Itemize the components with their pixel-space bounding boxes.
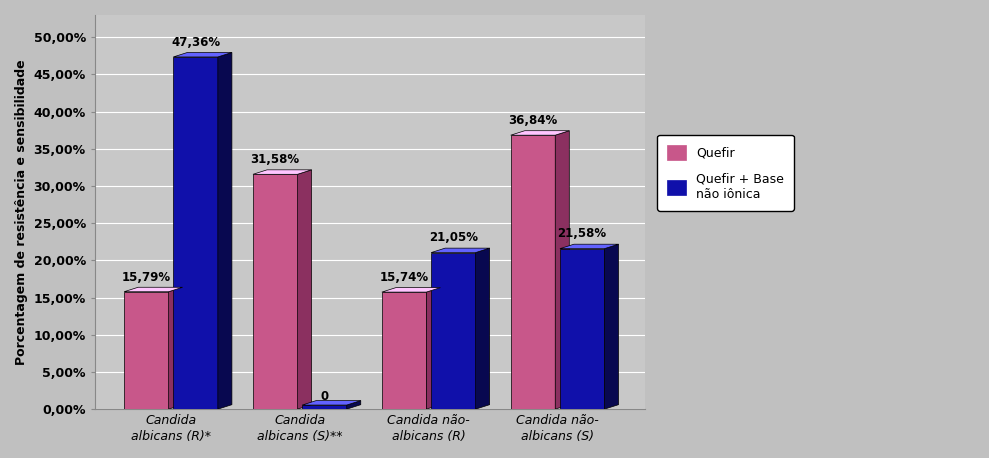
Polygon shape — [169, 287, 183, 409]
Legend: Quefir, Quefir + Base
não iônica: Quefir, Quefir + Base não iônica — [658, 135, 794, 211]
Bar — [382, 292, 426, 409]
Polygon shape — [218, 53, 231, 409]
Text: 0: 0 — [320, 390, 328, 403]
Text: 15,74%: 15,74% — [380, 271, 428, 284]
Polygon shape — [298, 170, 312, 409]
Polygon shape — [382, 288, 440, 292]
Bar — [510, 135, 555, 409]
Text: 21,58%: 21,58% — [558, 228, 606, 240]
Bar — [253, 174, 298, 409]
Text: 15,79%: 15,79% — [122, 271, 171, 284]
Polygon shape — [253, 170, 312, 174]
Bar — [560, 249, 604, 409]
Y-axis label: Porcentagem de resistência e sensibilidade: Porcentagem de resistência e sensibilida… — [15, 59, 28, 365]
Polygon shape — [303, 401, 361, 405]
Bar — [125, 292, 169, 409]
Text: 47,36%: 47,36% — [171, 36, 221, 49]
Polygon shape — [125, 287, 183, 292]
Bar — [303, 405, 347, 409]
Polygon shape — [431, 248, 490, 253]
Polygon shape — [555, 131, 570, 409]
Polygon shape — [426, 288, 440, 409]
Polygon shape — [476, 248, 490, 409]
Text: 21,05%: 21,05% — [429, 231, 478, 245]
Polygon shape — [347, 401, 361, 409]
Polygon shape — [173, 53, 231, 57]
Polygon shape — [604, 244, 618, 409]
Text: 31,58%: 31,58% — [250, 153, 300, 166]
Bar — [173, 57, 218, 409]
Polygon shape — [560, 244, 618, 249]
Polygon shape — [510, 131, 570, 135]
Text: 36,84%: 36,84% — [508, 114, 558, 127]
Bar — [431, 253, 476, 409]
